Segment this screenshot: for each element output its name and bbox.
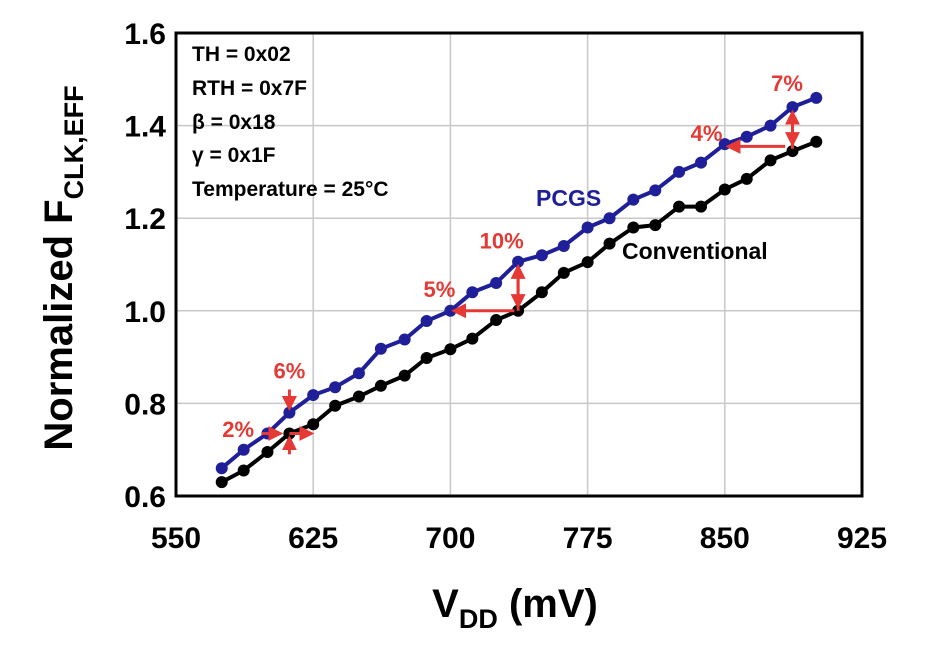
data-point-pcgs [627, 193, 640, 206]
data-point-conventional [398, 369, 411, 382]
data-point-conventional [649, 219, 662, 232]
data-point-pcgs [649, 184, 662, 197]
annotation-4pct: 4% [691, 121, 723, 146]
x-axis-title: VDD (mV) [432, 582, 598, 634]
data-point-conventional [466, 332, 479, 345]
y-tick-label: 1.4 [124, 111, 166, 144]
data-point-conventional [329, 399, 342, 412]
data-point-pcgs [810, 91, 823, 104]
data-point-pcgs [283, 406, 296, 419]
data-point-pcgs [673, 165, 686, 178]
y-tick-label: 1.0 [124, 296, 166, 329]
annotation-7pct: 7% [771, 71, 803, 96]
plot-frame [174, 31, 864, 498]
x-axis-title-unit: (mV) [498, 582, 598, 626]
data-point-conventional [810, 135, 823, 148]
y-tick-labels: 0.6 0.8 1.0 1.2 1.4 1.6 [124, 18, 166, 514]
data-point-conventional [237, 464, 250, 477]
data-point-pcgs [466, 286, 479, 299]
data-point-pcgs [490, 277, 503, 290]
data-point-conventional [718, 183, 731, 196]
data-point-pcgs [764, 119, 777, 132]
data-point-pcgs [352, 367, 365, 380]
param-beta: β = 0x18 [192, 111, 276, 134]
annotation-2pct: 2% [222, 417, 254, 442]
x-tick-label: 775 [563, 522, 613, 555]
data-point-pcgs [740, 130, 753, 143]
data-point-conventional [695, 200, 708, 213]
series-label-conventional: Conventional [622, 238, 768, 264]
series-points [215, 91, 823, 489]
y-axis-title: Normalized FCLK,EFF [37, 85, 89, 450]
data-point-pcgs [557, 239, 570, 252]
data-point-pcgs [215, 462, 228, 475]
data-point-conventional [261, 446, 274, 459]
data-point-conventional [307, 418, 320, 431]
param-rth: RTH = 0x7F [192, 77, 307, 100]
param-gamma: γ = 0x1F [192, 144, 276, 167]
data-point-pcgs [535, 249, 548, 262]
x-tick-label: 925 [837, 522, 887, 555]
series-label-pcgs: PCGS [536, 185, 601, 211]
data-point-pcgs [581, 221, 594, 234]
data-point-conventional [581, 256, 594, 269]
y-tick-label: 1.6 [124, 18, 166, 51]
y-axis-title-main: Normalized F [37, 199, 81, 450]
data-point-pcgs [420, 314, 433, 327]
x-tick-labels: 550 625 700 775 850 925 [151, 522, 887, 555]
y-tick-label: 0.6 [124, 481, 166, 514]
param-th: TH = 0x02 [192, 43, 291, 66]
data-point-conventional [352, 390, 365, 403]
parameters-box: TH = 0x02 RTH = 0x7F β = 0x18 γ = 0x1F T… [192, 43, 389, 201]
data-point-conventional [603, 237, 616, 250]
data-point-pcgs [237, 443, 250, 456]
data-point-conventional [420, 352, 433, 365]
data-point-pcgs [329, 381, 342, 394]
data-point-pcgs [374, 342, 387, 355]
data-point-pcgs [603, 212, 616, 225]
data-point-conventional [673, 200, 686, 213]
data-point-conventional [557, 266, 570, 279]
data-point-conventional [444, 343, 457, 356]
data-point-conventional [740, 172, 753, 185]
data-point-pcgs [695, 156, 708, 169]
data-point-pcgs [398, 333, 411, 346]
annotation-6pct: 6% [274, 358, 306, 383]
x-axis-title-main: V [432, 582, 459, 626]
data-point-pcgs [512, 255, 525, 268]
annotation-5pct: 5% [424, 277, 456, 302]
data-point-pcgs [307, 389, 320, 402]
y-tick-label: 1.2 [124, 203, 166, 236]
data-point-conventional [764, 154, 777, 167]
annotations: 2% 6% 5% 10% 4% 7% [222, 71, 803, 455]
y-tick-label: 0.8 [124, 388, 166, 421]
x-tick-label: 850 [700, 522, 750, 555]
param-temperature: Temperature = 25°C [192, 178, 389, 201]
data-point-conventional [627, 221, 640, 234]
data-point-conventional [215, 476, 228, 489]
data-point-conventional [535, 286, 548, 299]
data-point-conventional [374, 379, 387, 392]
data-point-conventional [490, 314, 503, 327]
x-tick-label: 625 [288, 522, 338, 555]
data-point-pcgs [786, 101, 799, 114]
annotation-10pct: 10% [480, 228, 524, 253]
x-tick-label: 550 [151, 522, 201, 555]
y-axis-title-sub: CLK,EFF [59, 85, 89, 199]
data-point-conventional [786, 145, 799, 158]
x-axis-title-sub: DD [459, 604, 498, 634]
x-tick-label: 700 [425, 522, 475, 555]
